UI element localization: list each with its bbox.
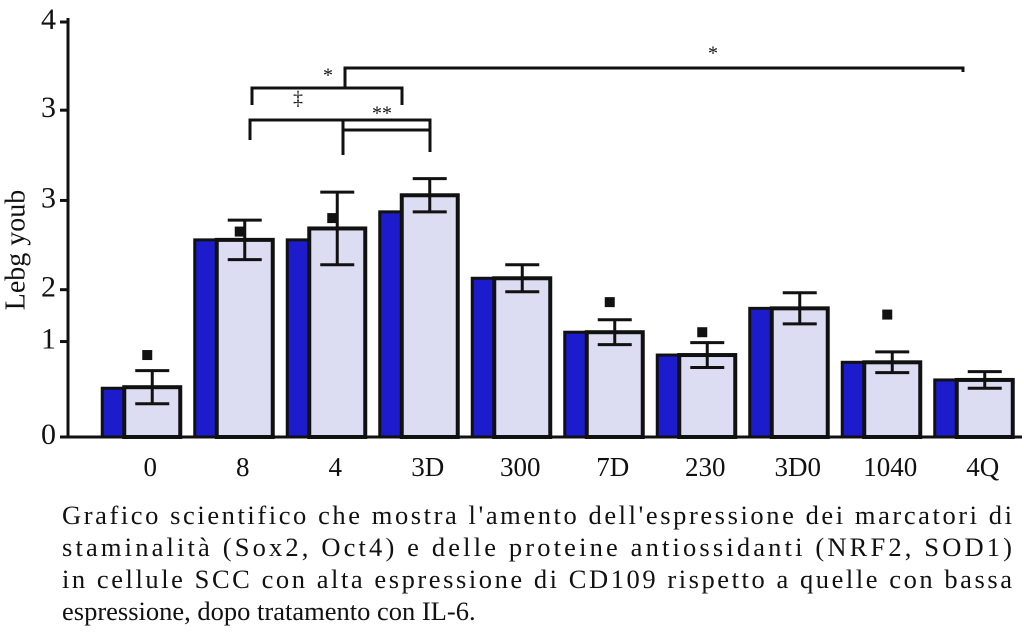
caption-line: in cellule SCC con alta espressione di C…: [62, 564, 1012, 594]
significance-label: *: [708, 43, 718, 65]
bar: [214, 237, 275, 439]
bar: [584, 330, 645, 439]
bar: [193, 238, 219, 439]
y-tick-label: 3: [41, 181, 56, 214]
significance-label: *: [323, 65, 333, 87]
bar: [840, 360, 866, 439]
marker: [882, 309, 893, 320]
x-tick-label: 4Q: [966, 452, 1000, 482]
x-tick-label: 1040: [863, 452, 917, 482]
bar: [933, 378, 959, 439]
significance-label: ‡: [293, 88, 303, 110]
x-tick-label: 3D: [411, 452, 444, 482]
x-tick-label: 4: [329, 452, 343, 482]
y-tick-label: 0: [41, 418, 56, 451]
x-tick-label: 8: [236, 452, 250, 482]
x-tick-label: 230: [685, 452, 726, 482]
caption-line: staminalità (Sox2, Oct4) e delle protein…: [62, 532, 1012, 562]
x-tick-label: 3D0: [775, 452, 822, 482]
marker: [234, 226, 245, 237]
bracket: [250, 68, 404, 105]
y-axis-label: Lebg youb: [0, 190, 31, 311]
bar: [492, 276, 553, 440]
caption-line: espressione, dopo tratamento con IL-6.: [62, 596, 476, 626]
x-tick-label: 300: [500, 452, 541, 482]
y-tick-label: 4: [41, 3, 56, 36]
bar: [285, 238, 311, 439]
bar: [378, 210, 404, 439]
y-tick-label: 3: [41, 91, 56, 124]
caption-line: Grafico scientifico che mostra l'amento …: [62, 500, 1012, 530]
bar: [748, 306, 774, 439]
bar: [307, 226, 368, 439]
bar: [769, 306, 830, 439]
y-tick-label: 2: [41, 271, 56, 304]
marker: [697, 327, 708, 338]
significance-label: **: [372, 103, 392, 125]
bracket: [248, 118, 432, 155]
bar: [399, 193, 460, 439]
marker: [327, 213, 338, 224]
y-tick-label: 1: [41, 322, 56, 355]
bar: [100, 386, 126, 439]
marker: [604, 297, 615, 308]
bar: [563, 330, 589, 439]
x-tick-label: 7D: [596, 452, 629, 482]
bar: [655, 353, 681, 439]
x-tick-label: 0: [144, 452, 158, 482]
bar: [470, 276, 496, 439]
marker: [142, 350, 153, 361]
